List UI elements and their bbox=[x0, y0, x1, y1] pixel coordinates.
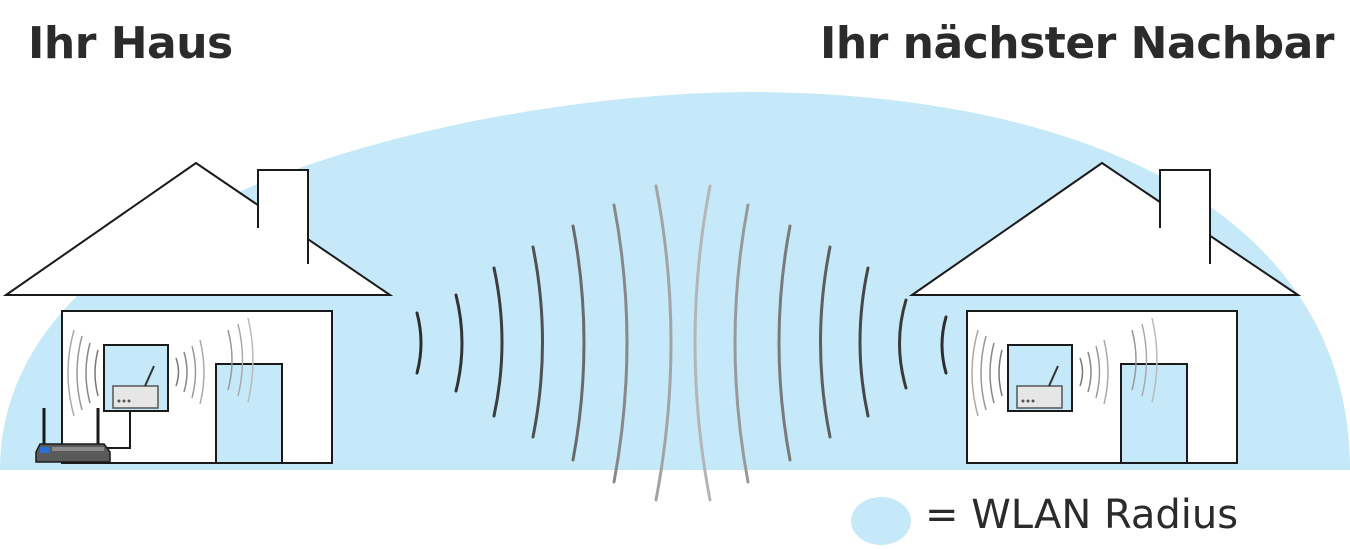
router-icon bbox=[35, 408, 111, 463]
legend-label: = WLAN Radius bbox=[925, 492, 1239, 538]
repeater-icon bbox=[1016, 365, 1063, 409]
your-house bbox=[2, 161, 394, 464]
neighbor-house-title: Ihr nächster Nachbar bbox=[819, 18, 1335, 69]
indoor-waves-left bbox=[67, 317, 254, 417]
your-house-title: Ihr Haus bbox=[28, 18, 233, 69]
house-door bbox=[215, 363, 283, 464]
neighbor-house bbox=[908, 161, 1302, 464]
repeater-icon bbox=[112, 365, 159, 409]
legend-circle-icon bbox=[851, 497, 911, 545]
chimney-icon bbox=[257, 169, 309, 264]
house-door bbox=[1120, 363, 1188, 464]
chimney-icon bbox=[1159, 169, 1211, 264]
indoor-waves-right bbox=[971, 317, 1158, 417]
cable bbox=[105, 411, 131, 449]
wifi-wave-icon bbox=[415, 184, 948, 502]
house-wall bbox=[61, 310, 333, 464]
